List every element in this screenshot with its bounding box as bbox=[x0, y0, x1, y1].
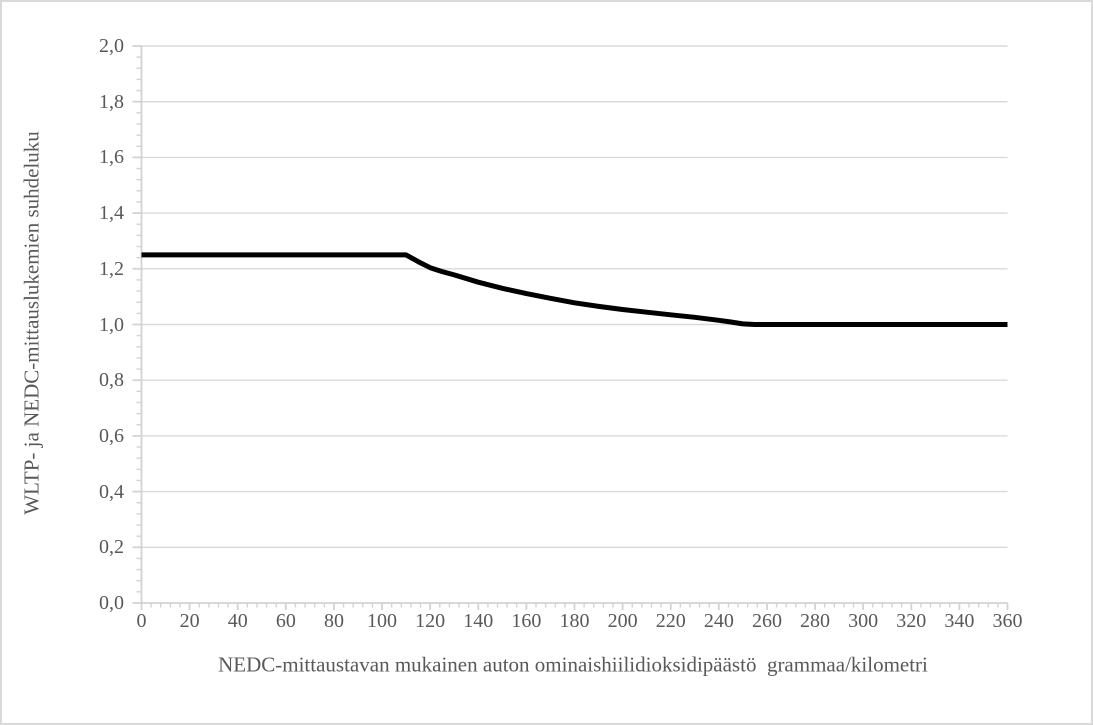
x-tick-label: 220 bbox=[655, 610, 686, 632]
y-tick-label: 0,8 bbox=[99, 369, 124, 392]
y-tick-label: 1,4 bbox=[99, 202, 124, 225]
x-tick-label: 0 bbox=[136, 610, 147, 632]
x-tick-label: 360 bbox=[992, 610, 1023, 632]
y-tick-label: 0,0 bbox=[99, 592, 124, 614]
y-tick-label: 1,6 bbox=[99, 146, 124, 169]
x-tick-label: 260 bbox=[751, 610, 782, 632]
series-line bbox=[141, 252, 1008, 327]
x-tick-label: 40 bbox=[227, 610, 248, 632]
y-tick-label: 0,2 bbox=[99, 536, 124, 559]
x-tick-label: 340 bbox=[944, 610, 975, 632]
x-tick-label: 60 bbox=[275, 610, 296, 632]
y-tick-label: 1,8 bbox=[99, 90, 124, 113]
y-tick-label: 0,4 bbox=[99, 480, 124, 503]
x-axis-title: NEDC-mittaustavan mukainen auton ominais… bbox=[218, 652, 928, 677]
x-tick-label: 160 bbox=[511, 610, 542, 632]
y-tick-label: 2,0 bbox=[99, 35, 124, 57]
x-tick-label: 180 bbox=[559, 610, 590, 632]
x-tick-label: 140 bbox=[463, 610, 494, 632]
y-tick-label: 0,6 bbox=[99, 424, 124, 447]
x-tick-label: 300 bbox=[848, 610, 879, 632]
x-tick-label: 20 bbox=[179, 610, 200, 632]
x-tick-label: 100 bbox=[367, 610, 398, 632]
x-tick-label: 320 bbox=[896, 610, 927, 632]
y-tick-label: 1,0 bbox=[99, 313, 124, 336]
x-tick-label: 240 bbox=[703, 610, 734, 632]
x-tick-label: 200 bbox=[607, 610, 638, 632]
y-axis-title: WLTP- ja NEDC-mittauslukemien suhdeluku bbox=[19, 131, 44, 515]
y-tick-label: 1,2 bbox=[99, 257, 124, 280]
x-tick-label: 120 bbox=[415, 610, 446, 632]
x-tick-label: 80 bbox=[323, 610, 344, 632]
x-tick-label: 280 bbox=[800, 610, 831, 632]
